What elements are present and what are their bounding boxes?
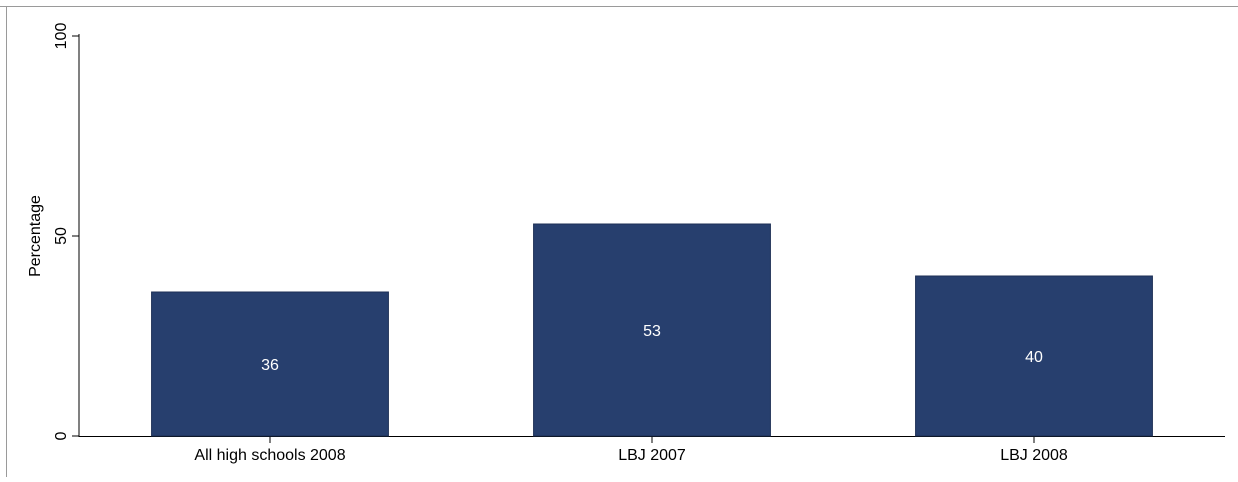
y-tick-label-50: 50 <box>53 227 70 245</box>
bar-labels: 36 53 40 <box>261 323 1043 374</box>
bar-value-label-2: 53 <box>643 323 661 340</box>
bar-1 <box>151 291 389 437</box>
y-tick-label-100: 100 <box>53 23 70 50</box>
x-category-label-1: All high schools 2008 <box>194 447 345 464</box>
bar-2 <box>533 223 771 437</box>
x-labels: All high schools 2008 LBJ 2007 LBJ 2008 <box>194 447 1068 464</box>
y-axis-title: Percentage <box>27 195 44 277</box>
bar-3 <box>915 275 1153 437</box>
bars <box>151 223 1153 437</box>
bar-value-label-3: 40 <box>1025 349 1043 366</box>
y-ticks: 0 50 100 <box>53 23 79 440</box>
x-ticks <box>269 437 1035 443</box>
bar-value-label-1: 36 <box>261 357 279 374</box>
x-category-label-3: LBJ 2008 <box>1000 447 1068 464</box>
y-tick-label-0: 0 <box>53 431 70 440</box>
x-category-label-2: LBJ 2007 <box>618 447 686 464</box>
